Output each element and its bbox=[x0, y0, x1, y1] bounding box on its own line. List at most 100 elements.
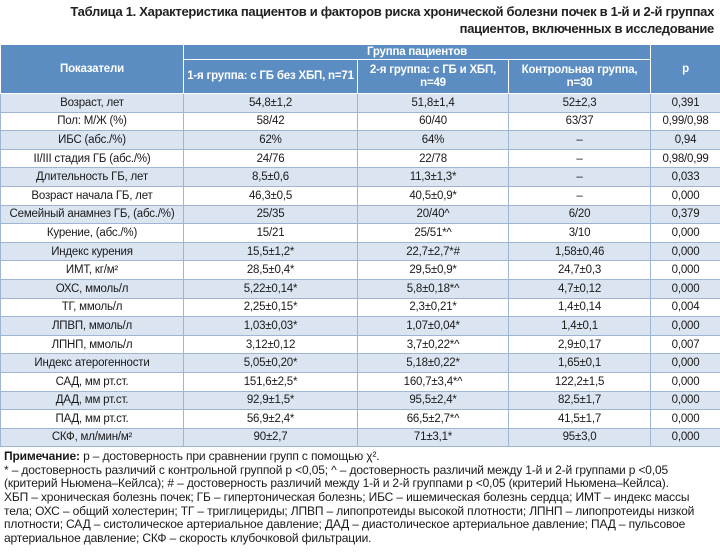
note-line: Примечание: р – достоверность при сравне… bbox=[4, 449, 716, 464]
cell: 0,004 bbox=[650, 297, 720, 318]
cell: 122,2±1,5 bbox=[507, 371, 652, 392]
cell: 90±2,7 bbox=[183, 427, 358, 448]
header-cell: 1-я группа: с ГБ без ХБП, n=71 bbox=[183, 59, 358, 94]
cell: 0,000 bbox=[650, 427, 720, 448]
cell: 0,000 bbox=[650, 185, 720, 206]
row-label: Пол: М/Ж (%) bbox=[0, 111, 184, 132]
cell: 1,4±0,14 bbox=[507, 297, 652, 318]
table-row: Семейный анамнез ГБ, (абс./%) 25/35 20/40^… bbox=[0, 204, 720, 225]
note: Примечание: р – достоверность при сравне… bbox=[0, 447, 720, 545]
cell: 95±3,0 bbox=[507, 427, 652, 448]
cell: 151,6±2,5* bbox=[183, 371, 358, 392]
cell: 20/40^ bbox=[357, 204, 509, 225]
table-row: Возраст начала ГБ, лет 46,3±0,5 40,5±0,9* –… bbox=[0, 185, 720, 206]
cell: 29,5±0,9* bbox=[357, 260, 509, 280]
table-row: ИМТ, кг/м² 28,5±0,4* 29,5±0,9* 24,7±0,3 0,00… bbox=[0, 260, 720, 280]
row-label: Возраст начала ГБ, лет bbox=[0, 185, 184, 206]
row-label: Индекс курения bbox=[0, 241, 184, 262]
note-text: р – достоверность при сравнении групп с … bbox=[83, 449, 380, 464]
header-cell: Показатели bbox=[0, 44, 184, 94]
row-label: ПАД, мм рт.ст. bbox=[0, 409, 184, 429]
cell: 15/21 bbox=[183, 223, 358, 243]
cell: 3,7±0,22*^ bbox=[357, 334, 509, 355]
cell: 0,000 bbox=[650, 390, 720, 411]
cell: 0,000 bbox=[650, 409, 720, 429]
row-label: ДАД, мм рт.ст. bbox=[0, 390, 184, 411]
cell: 95,5±2,4* bbox=[357, 390, 509, 411]
cell: 11,3±1,3* bbox=[357, 167, 509, 187]
cell: 6/20 bbox=[507, 204, 652, 225]
cell: – bbox=[507, 130, 652, 150]
cell: 66,5±2,7*^ bbox=[357, 409, 509, 429]
row-label: II/III стадия ГБ (абс./%) bbox=[0, 148, 184, 169]
cell: 8,5±0,6 bbox=[183, 167, 358, 187]
note-line: ХБП – хроническая болезнь почек; ГБ – ги… bbox=[4, 490, 695, 545]
cell: 3/10 bbox=[507, 223, 652, 243]
table-row: II/III стадия ГБ (абс./%) 24/76 22/78–0,98… bbox=[0, 148, 720, 169]
row-label: Семейный анамнез ГБ, (абс./%) bbox=[0, 204, 184, 225]
table-row: Курение, (абс./%) 15/21 25/51*^ 3/10 0,000 bbox=[0, 223, 720, 243]
data-table: Показатели Группа пациентов p 1-я группа… bbox=[0, 44, 720, 448]
cell: 71±3,1* bbox=[357, 427, 509, 448]
row-label: ЛПВП, ммоль/л bbox=[0, 316, 184, 336]
table-row: СКФ, мл/мин/м² 90±2,7 71±3,1* 95±3,0 0,000 bbox=[0, 427, 720, 448]
cell: 0,000 bbox=[650, 278, 720, 299]
cell: 0,000 bbox=[650, 316, 720, 336]
cell: – bbox=[507, 185, 652, 206]
table-row: Длительность ГБ, лет 8,5±0,6 11,3±1,3* –0,0… bbox=[0, 167, 720, 187]
cell: 54,8±1,2 bbox=[183, 93, 358, 113]
cell: 46,3±0,5 bbox=[183, 185, 358, 206]
cell: 56,9±2,4* bbox=[183, 409, 358, 429]
row-label: СКФ, мл/мин/м² bbox=[0, 427, 184, 448]
cell: 51,8±1,4 bbox=[357, 93, 509, 113]
row-label: Индекс атерогенности bbox=[0, 353, 184, 373]
cell: 160,7±3,4*^ bbox=[357, 371, 509, 392]
cell: 92,9±1,5* bbox=[183, 390, 358, 411]
cell: 0,99/0,98 bbox=[650, 111, 720, 132]
row-label: ТГ, ммоль/л bbox=[0, 297, 184, 318]
row-label: ОХС, ммоль/л bbox=[0, 278, 184, 299]
cell: 28,5±0,4* bbox=[183, 260, 358, 280]
cell: 52±2,3 bbox=[507, 93, 652, 113]
cell: 63/37 bbox=[507, 111, 652, 132]
cell: 22/78 bbox=[357, 148, 509, 169]
table-body: Возраст, лет 54,8±1,2 51,8±1,4 52±2,3 0,391 П… bbox=[0, 93, 720, 448]
cell: – bbox=[507, 167, 652, 187]
cell: 3,12±0,12 bbox=[183, 334, 358, 355]
cell: 1,07±0,04* bbox=[357, 316, 509, 336]
table-row: ЛПНП, ммоль/л 3,12±0,12 3,7±0,22*^ 2,9±0,17… bbox=[0, 334, 720, 355]
cell: 0,007 bbox=[650, 334, 720, 355]
cell: 1,65±0,1 bbox=[507, 353, 652, 373]
cell: 0,033 bbox=[650, 167, 720, 187]
cell: 2,25±0,15* bbox=[183, 297, 358, 318]
cell: 58/42 bbox=[183, 111, 358, 132]
cell: 25/35 bbox=[183, 204, 358, 225]
cell: 5,8±0,18*^ bbox=[357, 278, 509, 299]
table-row: ТГ, ммоль/л 2,25±0,15* 2,3±0,21* 1,4±0,14 0,… bbox=[0, 297, 720, 318]
cell: 82,5±1,7 bbox=[507, 390, 652, 411]
table-row: ДАД, мм рт.ст. 92,9±1,5* 95,5±2,4* 82,5±1,7… bbox=[0, 390, 720, 411]
table-row: Индекс курения 15,5±1,2* 22,7±2,7*# 1,58±0,… bbox=[0, 241, 720, 262]
cell: 41,5±1,7 bbox=[507, 409, 652, 429]
table-row: ПАД, мм рт.ст. 56,9±2,4* 66,5±2,7*^ 41,5±1,… bbox=[0, 409, 720, 429]
cell: 25/51*^ bbox=[357, 223, 509, 243]
cell: 22,7±2,7*# bbox=[357, 241, 509, 262]
row-label: ИМТ, кг/м² bbox=[0, 260, 184, 280]
table-title: Таблица 1. Характеристика пациентов и фа… bbox=[70, 4, 714, 36]
cell: 0,379 bbox=[650, 204, 720, 225]
cell: 5,18±0,22* bbox=[357, 353, 509, 373]
table-row: Индекс атерогенности 5,05±0,20* 5,18±0,22*… bbox=[0, 353, 720, 373]
cell: 0,000 bbox=[650, 371, 720, 392]
table-row: ЛПВП, ммоль/л 1,03±0,03* 1,07±0,04* 1,4±0,1… bbox=[0, 316, 720, 336]
cell: 64% bbox=[357, 130, 509, 150]
cell: 24,7±0,3 bbox=[507, 260, 652, 280]
cell: 2,3±0,21* bbox=[357, 297, 509, 318]
cell: 0,000 bbox=[650, 353, 720, 373]
cell: 1,4±0,1 bbox=[507, 316, 652, 336]
cell: 1,03±0,03* bbox=[183, 316, 358, 336]
cell: 0,000 bbox=[650, 223, 720, 243]
header-cell: 2-я группа: с ГБ и ХБП, n=49 bbox=[357, 59, 509, 94]
cell: 0,391 bbox=[650, 93, 720, 113]
table-row: ИБС (абс./%) 62% 64% –0,94 bbox=[0, 130, 720, 150]
